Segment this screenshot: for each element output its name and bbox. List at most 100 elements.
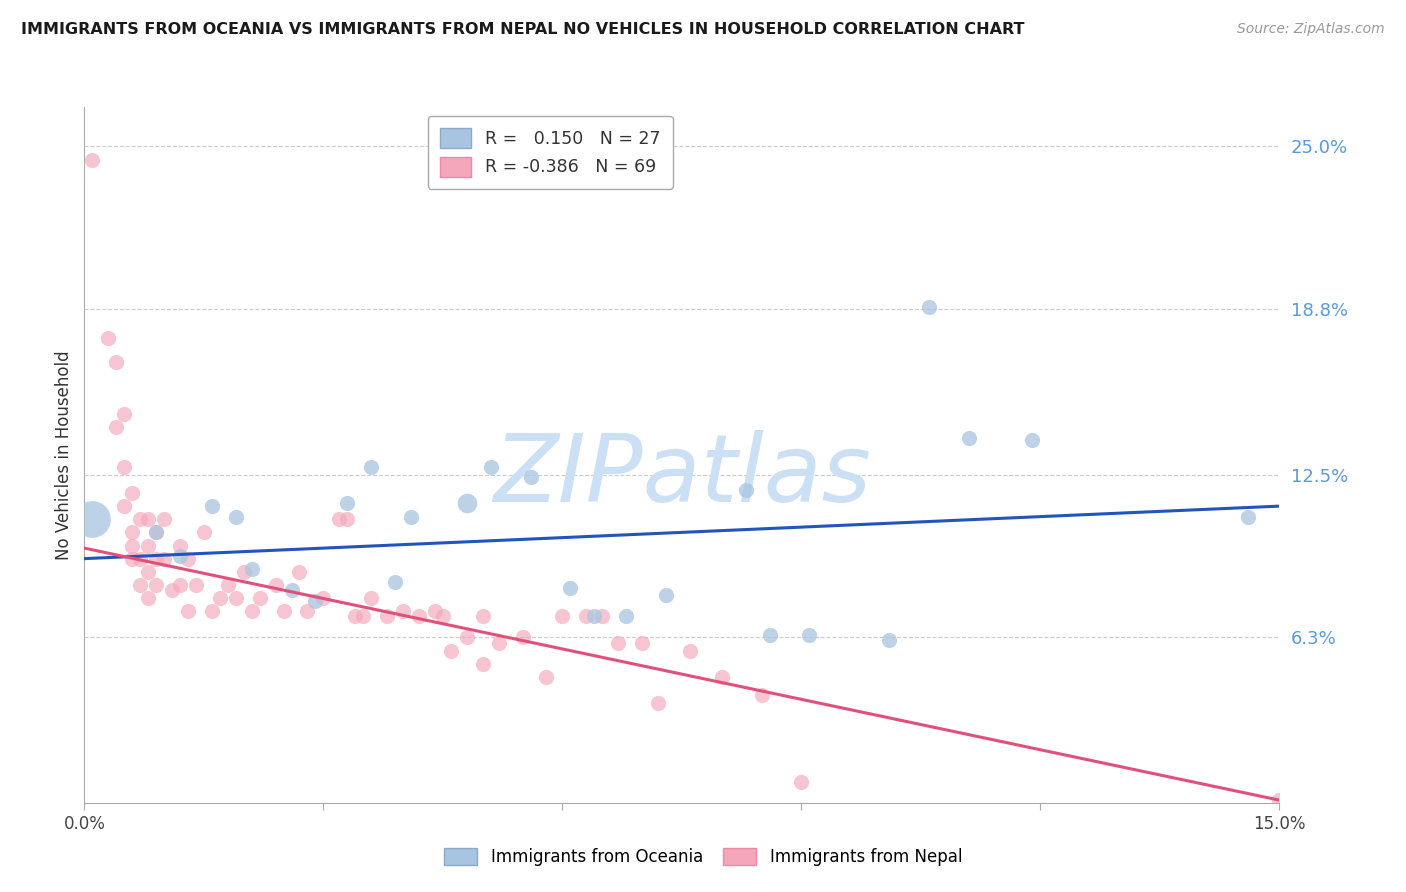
Point <box>112 459 135 474</box>
Point <box>105 420 128 434</box>
Point <box>799 628 821 642</box>
Point <box>82 512 104 526</box>
Point <box>456 496 478 510</box>
Point <box>121 525 143 540</box>
Point <box>560 581 582 595</box>
Point <box>249 591 271 605</box>
Point <box>297 604 319 618</box>
Point <box>145 525 167 540</box>
Point <box>536 670 558 684</box>
Text: Source: ZipAtlas.com: Source: ZipAtlas.com <box>1237 22 1385 37</box>
Point <box>758 628 780 642</box>
Point <box>240 562 263 576</box>
Point <box>136 565 159 579</box>
Point <box>607 635 630 649</box>
Point <box>82 153 104 167</box>
Point <box>201 604 224 618</box>
Point <box>304 593 326 607</box>
Point <box>647 696 669 710</box>
Point <box>471 609 494 624</box>
Point <box>121 551 143 566</box>
Point <box>423 604 446 618</box>
Legend: R =   0.150   N = 27, R = -0.386   N = 69: R = 0.150 N = 27, R = -0.386 N = 69 <box>427 116 672 189</box>
Point <box>551 609 574 624</box>
Point <box>655 588 678 602</box>
Point <box>145 578 167 592</box>
Point <box>177 604 200 618</box>
Point <box>575 609 598 624</box>
Point <box>456 631 478 645</box>
Point <box>288 565 311 579</box>
Point <box>153 551 176 566</box>
Point <box>136 591 159 605</box>
Point <box>169 539 191 553</box>
Point <box>877 633 900 648</box>
Point <box>512 631 534 645</box>
Point <box>328 512 350 526</box>
Point <box>631 635 654 649</box>
Point <box>136 512 159 526</box>
Point <box>710 670 733 684</box>
Point <box>129 578 152 592</box>
Y-axis label: No Vehicles in Household: No Vehicles in Household <box>55 350 73 560</box>
Point <box>112 499 135 513</box>
Point <box>591 609 613 624</box>
Point <box>360 459 382 474</box>
Point <box>392 604 415 618</box>
Point <box>583 609 606 624</box>
Point <box>312 591 335 605</box>
Point <box>614 609 637 624</box>
Point <box>918 300 941 314</box>
Point <box>217 578 239 592</box>
Point <box>129 512 152 526</box>
Point <box>344 609 367 624</box>
Point <box>336 496 359 510</box>
Point <box>408 609 430 624</box>
Point <box>488 635 510 649</box>
Point <box>169 549 191 563</box>
Point <box>352 609 374 624</box>
Point <box>160 583 183 598</box>
Point <box>273 604 295 618</box>
Point <box>240 604 263 618</box>
Point <box>957 431 980 445</box>
Point <box>479 459 502 474</box>
Point <box>384 575 406 590</box>
Point <box>336 512 359 526</box>
Point <box>177 551 200 566</box>
Point <box>471 657 494 671</box>
Point <box>153 512 176 526</box>
Point <box>208 591 231 605</box>
Point <box>225 509 247 524</box>
Text: ZIPatlas: ZIPatlas <box>494 430 870 521</box>
Point <box>105 355 128 369</box>
Point <box>360 591 382 605</box>
Point <box>679 643 702 657</box>
Point <box>97 331 120 345</box>
Point <box>169 578 191 592</box>
Point <box>399 509 422 524</box>
Point <box>232 565 254 579</box>
Point <box>432 609 454 624</box>
Point <box>440 643 463 657</box>
Point <box>1236 509 1258 524</box>
Point <box>751 688 773 702</box>
Text: IMMIGRANTS FROM OCEANIA VS IMMIGRANTS FROM NEPAL NO VEHICLES IN HOUSEHOLD CORREL: IMMIGRANTS FROM OCEANIA VS IMMIGRANTS FR… <box>21 22 1025 37</box>
Point <box>734 483 756 498</box>
Point <box>136 539 159 553</box>
Point <box>121 539 143 553</box>
Legend: Immigrants from Oceania, Immigrants from Nepal: Immigrants from Oceania, Immigrants from… <box>436 840 970 875</box>
Point <box>129 551 152 566</box>
Point <box>184 578 207 592</box>
Point <box>201 499 224 513</box>
Point <box>1021 434 1043 448</box>
Point <box>225 591 247 605</box>
Point <box>145 525 167 540</box>
Point <box>1268 793 1291 807</box>
Point <box>121 486 143 500</box>
Point <box>790 774 813 789</box>
Point <box>193 525 215 540</box>
Point <box>280 583 302 598</box>
Point <box>264 578 287 592</box>
Point <box>145 551 167 566</box>
